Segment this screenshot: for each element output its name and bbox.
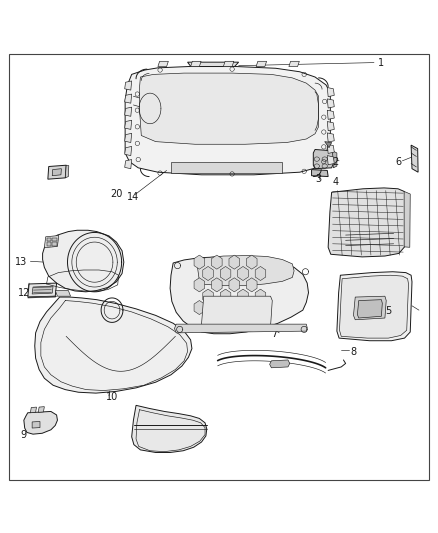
- Polygon shape: [48, 165, 66, 179]
- Polygon shape: [357, 300, 382, 318]
- Polygon shape: [337, 272, 412, 341]
- Polygon shape: [194, 301, 205, 314]
- Polygon shape: [247, 255, 257, 269]
- Polygon shape: [194, 278, 205, 292]
- Polygon shape: [44, 236, 59, 248]
- Polygon shape: [289, 61, 299, 67]
- Polygon shape: [125, 120, 132, 130]
- Polygon shape: [52, 238, 57, 241]
- Polygon shape: [229, 278, 240, 292]
- Polygon shape: [327, 133, 334, 142]
- Text: 5: 5: [385, 306, 391, 317]
- Text: 14: 14: [127, 192, 140, 201]
- Polygon shape: [212, 255, 222, 269]
- Polygon shape: [325, 142, 332, 148]
- Polygon shape: [125, 107, 132, 116]
- Polygon shape: [24, 411, 57, 434]
- Polygon shape: [411, 145, 418, 172]
- Polygon shape: [28, 296, 57, 298]
- Polygon shape: [125, 133, 132, 142]
- Polygon shape: [327, 156, 334, 165]
- Text: 2: 2: [332, 157, 339, 167]
- Polygon shape: [212, 301, 222, 314]
- Polygon shape: [247, 278, 257, 292]
- Polygon shape: [132, 405, 207, 453]
- Polygon shape: [32, 422, 40, 428]
- Polygon shape: [212, 278, 222, 292]
- Polygon shape: [327, 87, 334, 96]
- Text: 8: 8: [350, 346, 356, 357]
- Polygon shape: [194, 255, 205, 269]
- Polygon shape: [174, 324, 307, 333]
- Polygon shape: [158, 61, 168, 67]
- Polygon shape: [327, 144, 334, 154]
- Polygon shape: [55, 290, 71, 296]
- Polygon shape: [38, 407, 44, 413]
- Text: 1: 1: [378, 58, 385, 68]
- Polygon shape: [311, 169, 328, 176]
- Polygon shape: [171, 161, 283, 173]
- Polygon shape: [256, 61, 267, 67]
- Polygon shape: [327, 110, 334, 119]
- Polygon shape: [238, 289, 248, 303]
- Polygon shape: [404, 191, 410, 247]
- Polygon shape: [255, 289, 266, 303]
- Polygon shape: [32, 286, 53, 294]
- Polygon shape: [328, 188, 406, 257]
- Polygon shape: [220, 266, 231, 280]
- Polygon shape: [247, 301, 257, 314]
- Text: 20: 20: [110, 189, 122, 199]
- Polygon shape: [46, 242, 51, 246]
- Text: 13: 13: [14, 257, 27, 267]
- Text: 12: 12: [18, 288, 31, 298]
- Text: 7: 7: [272, 329, 278, 339]
- Polygon shape: [187, 62, 239, 69]
- Polygon shape: [125, 81, 132, 90]
- Text: 3: 3: [315, 174, 321, 184]
- Polygon shape: [28, 283, 57, 297]
- Polygon shape: [42, 230, 124, 292]
- Polygon shape: [35, 297, 192, 393]
- Text: 10: 10: [106, 392, 118, 402]
- Text: 9: 9: [20, 430, 26, 440]
- Polygon shape: [229, 301, 240, 314]
- Polygon shape: [327, 122, 334, 131]
- Polygon shape: [332, 151, 337, 168]
- Polygon shape: [223, 61, 234, 67]
- Polygon shape: [255, 266, 266, 280]
- Polygon shape: [220, 289, 231, 303]
- Polygon shape: [52, 242, 57, 246]
- Polygon shape: [65, 165, 69, 178]
- Polygon shape: [270, 360, 290, 368]
- Polygon shape: [30, 407, 36, 413]
- Polygon shape: [196, 256, 294, 286]
- Polygon shape: [313, 149, 333, 169]
- Text: 6: 6: [396, 157, 402, 167]
- Polygon shape: [170, 257, 308, 334]
- Polygon shape: [201, 296, 272, 328]
- Polygon shape: [125, 67, 330, 175]
- Polygon shape: [125, 147, 132, 156]
- Polygon shape: [203, 289, 213, 303]
- Polygon shape: [46, 238, 51, 241]
- Polygon shape: [327, 99, 334, 108]
- Polygon shape: [238, 266, 248, 280]
- Text: 4: 4: [332, 177, 339, 187]
- Polygon shape: [229, 255, 240, 269]
- Polygon shape: [125, 94, 132, 103]
- Polygon shape: [125, 159, 132, 169]
- Polygon shape: [52, 169, 61, 176]
- Polygon shape: [339, 275, 409, 338]
- Polygon shape: [353, 296, 386, 320]
- Polygon shape: [191, 61, 201, 67]
- Polygon shape: [203, 266, 213, 280]
- Polygon shape: [140, 73, 318, 144]
